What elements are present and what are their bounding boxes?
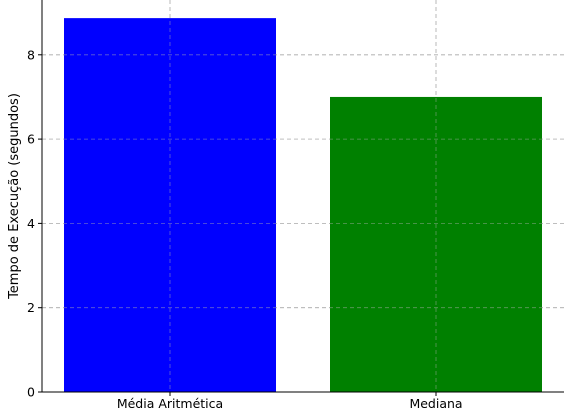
y-ticks: 0 2 4 6 8 bbox=[27, 47, 42, 400]
y-tick-label: 6 bbox=[27, 132, 35, 147]
bar-layer bbox=[64, 18, 542, 393]
y-tick-label: 0 bbox=[27, 385, 35, 400]
x-tick-label: Média Aritmética bbox=[117, 396, 223, 411]
y-axis-title: Tempo de Execução (segundos) bbox=[7, 93, 22, 300]
bar-1 bbox=[330, 96, 542, 393]
x-ticks: Média Aritmética Mediana bbox=[117, 392, 463, 411]
x-tick-label: Mediana bbox=[409, 396, 462, 411]
overlay-grid-layer bbox=[42, 0, 564, 392]
y-tick-label: 8 bbox=[27, 47, 35, 62]
y-tick-label: 4 bbox=[27, 216, 35, 231]
y-tick-label: 2 bbox=[27, 300, 35, 315]
